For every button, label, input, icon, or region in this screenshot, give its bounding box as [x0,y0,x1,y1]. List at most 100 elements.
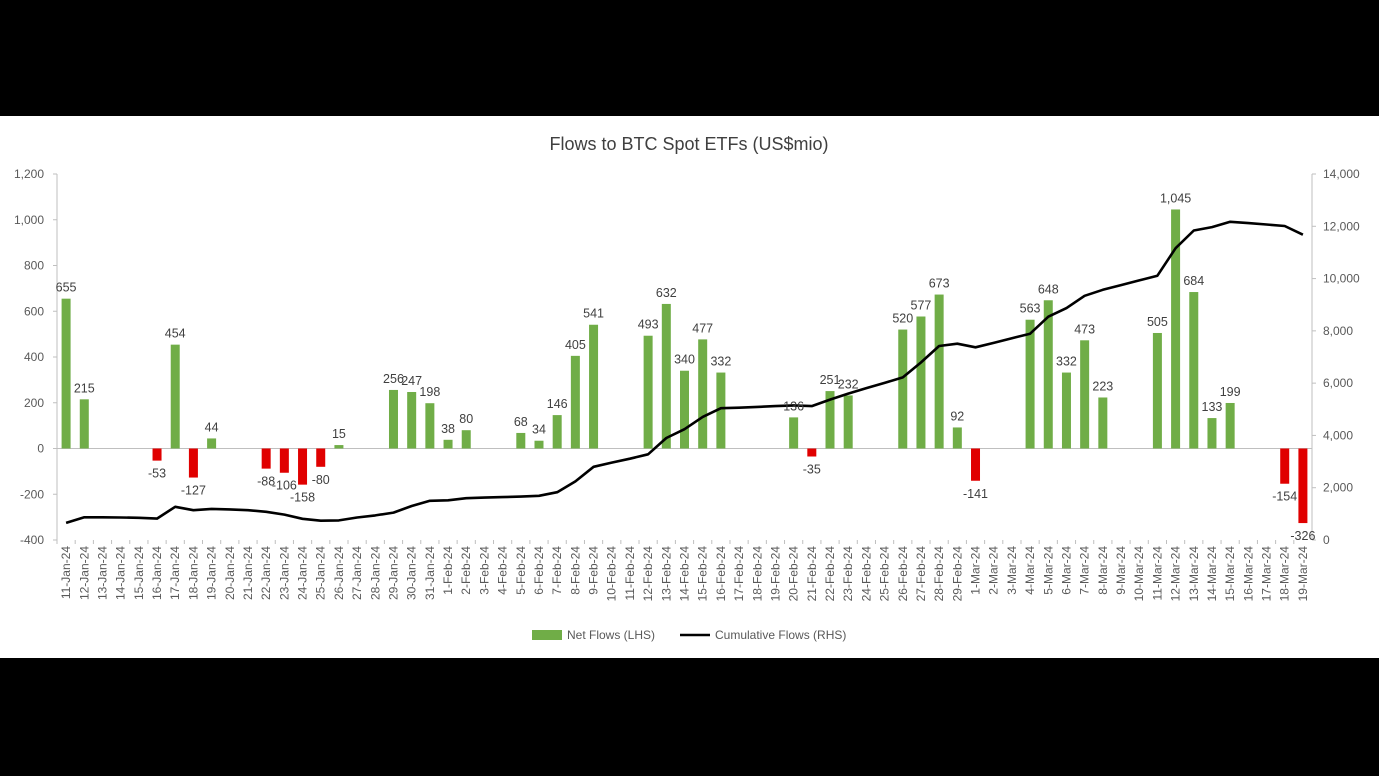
line-series [65,220,1304,525]
bar [461,430,471,449]
data-label: 673 [929,277,950,291]
x-tick-label: 29-Jan-24 [386,546,400,600]
x-tick-label: 17-Jan-24 [168,546,182,600]
x-tick-label: 1-Mar-24 [969,546,983,595]
data-label: 563 [1020,302,1041,316]
data-label: 655 [56,281,77,295]
left-tick-label: 0 [37,442,44,456]
left-tick-label: -200 [20,487,44,501]
x-tick-label: 8-Mar-24 [1096,546,1110,595]
x-tick-label: 14-Jan-24 [114,546,128,600]
data-label: 493 [638,318,659,332]
x-tick-label: 15-Jan-24 [132,546,146,600]
data-label: 684 [1183,274,1204,288]
bar [1043,300,1053,449]
bar [1280,448,1290,484]
x-tick-label: 18-Feb-24 [750,546,764,602]
bar-series [61,209,1308,524]
x-tick-label: 16-Jan-24 [150,546,164,600]
legend: Net Flows (LHS) Cumulative Flows (RHS) [532,628,846,642]
x-tick-label: 6-Feb-24 [532,546,546,595]
data-label: 146 [547,397,568,411]
x-tick-label: 26-Feb-24 [896,546,910,602]
x-tick-label: 10-Mar-24 [1132,546,1146,602]
bar [843,395,853,449]
bar [1171,209,1181,449]
data-label: 223 [1092,379,1113,393]
chart-panel: Flows to BTC Spot ETFs (US$mio) -400 -200… [0,116,1379,658]
bar [316,448,326,467]
bar [1189,292,1199,449]
bar [1225,402,1235,449]
data-label: -127 [181,484,206,498]
bar [643,335,653,449]
bar [825,391,835,449]
data-label: 92 [950,409,964,423]
x-tick-label: 14-Mar-24 [1205,546,1219,602]
bar [698,339,708,449]
x-tick-label: 11-Mar-24 [1150,546,1164,601]
right-tick-label: 6,000 [1323,376,1353,390]
x-tick-label: 27-Jan-24 [350,546,364,600]
x-tick-label: 19-Jan-24 [205,546,219,600]
legend-swatch-net-flows [532,630,562,640]
bar [152,448,162,461]
bar [334,445,344,449]
x-tick-label: 21-Feb-24 [805,546,819,602]
x-tick-label: 9-Feb-24 [587,546,601,595]
x-tick-label: 9-Mar-24 [1114,546,1128,595]
bar [570,355,580,449]
bar [425,403,435,449]
data-label: 247 [401,374,422,388]
bar [79,399,89,449]
bar [1152,332,1162,449]
x-tick-label: 12-Jan-24 [77,546,91,600]
data-label: 68 [514,415,528,429]
x-tick-label: 17-Feb-24 [732,546,746,602]
bar [552,415,562,449]
data-label: 577 [911,299,932,313]
x-tick-label: 25-Jan-24 [314,546,328,600]
x-tick-label: 3-Feb-24 [477,546,491,595]
bar [916,316,926,449]
x-tick-label: 17-Mar-24 [1260,546,1274,602]
bar [934,294,944,449]
data-label: 215 [74,381,95,395]
x-tick-label: 11-Feb-24 [623,546,637,601]
legend-net-flows: Net Flows (LHS) [567,628,655,642]
x-tick-label: 2-Mar-24 [987,546,1001,595]
bar [407,391,417,449]
x-tick-label: 22-Jan-24 [259,546,273,600]
x-tick-label: 16-Mar-24 [1241,546,1255,602]
data-label: 80 [459,412,473,426]
data-label: -158 [290,491,315,505]
bar [188,448,198,478]
right-tick-label: 4,000 [1323,428,1353,442]
data-label: 477 [692,321,713,335]
bar [1025,319,1035,449]
x-tick-label: 15-Feb-24 [696,546,710,602]
bar [534,440,544,449]
x-tick-label: 16-Feb-24 [714,546,728,602]
bar [207,438,217,449]
x-tick-label: 4-Mar-24 [1023,546,1037,595]
x-tick-label: 30-Jan-24 [405,546,419,600]
x-tick-label: 12-Mar-24 [1169,546,1183,602]
x-tick-label: 11-Jan-24 [59,546,73,599]
bar [61,298,71,449]
x-tick-label: 23-Jan-24 [277,546,291,600]
data-label: 198 [419,385,440,399]
data-label: 34 [532,423,546,437]
x-tick-label: 13-Feb-24 [659,546,673,602]
x-tick-label: 20-Feb-24 [787,546,801,602]
x-tick-label: 13-Mar-24 [1187,546,1201,602]
bar [443,439,453,449]
data-label: 38 [441,422,455,436]
data-label: -53 [148,467,166,481]
x-tick-label: 2-Feb-24 [459,546,473,595]
cumulative-flows-line [65,220,1304,525]
x-tick-label: 25-Feb-24 [878,546,892,602]
data-label: 136 [783,399,804,413]
bar [952,427,962,449]
x-tick-label: 6-Mar-24 [1059,546,1073,595]
